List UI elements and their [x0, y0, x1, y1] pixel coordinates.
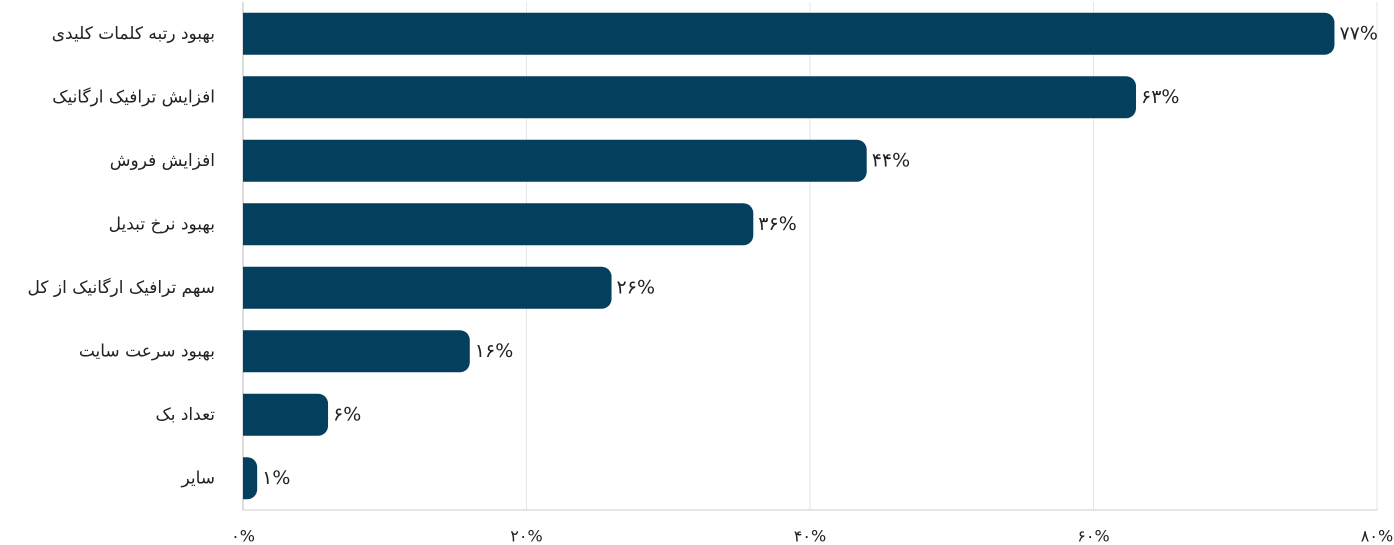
- x-tick-label: ۸۰%: [1361, 527, 1393, 545]
- category-label: بهبود سرعت سایت: [79, 341, 215, 361]
- x-tick-label: ۰%: [231, 527, 255, 545]
- category-label: افزایش فروش: [110, 151, 215, 171]
- value-label: ۲۶%: [617, 276, 655, 298]
- category-label: تعداد بک: [156, 405, 216, 425]
- value-label: ۷۷%: [1339, 22, 1377, 44]
- value-label: ۶۳%: [1141, 86, 1179, 108]
- bar: [243, 203, 754, 246]
- value-label: ۴۴%: [872, 149, 910, 171]
- bar: [243, 76, 1137, 119]
- bar: [243, 266, 612, 309]
- bar: [243, 457, 258, 500]
- bar: [243, 393, 329, 436]
- value-label: ۱%: [262, 467, 290, 489]
- bar: [243, 139, 867, 182]
- value-label: ۱۶%: [475, 340, 513, 362]
- category-label: افزایش ترافیک ارگانیک: [52, 86, 215, 107]
- x-tick-label: ۴۰%: [794, 527, 826, 545]
- x-tick-label: ۲۰%: [510, 527, 542, 545]
- category-label: سایر: [180, 468, 215, 488]
- value-label: ۳۶%: [758, 213, 796, 235]
- bar: [243, 330, 470, 373]
- x-tick-label: ۶۰%: [1077, 527, 1109, 545]
- category-label: سهم ترافیک ارگانیک از کل: [28, 277, 216, 298]
- category-label: بهبود نرخ تبدیل: [109, 214, 215, 234]
- category-label: بهبود رتبه کلمات کلیدی: [52, 24, 215, 44]
- value-label: ۶%: [333, 403, 361, 425]
- bar: [243, 12, 1335, 55]
